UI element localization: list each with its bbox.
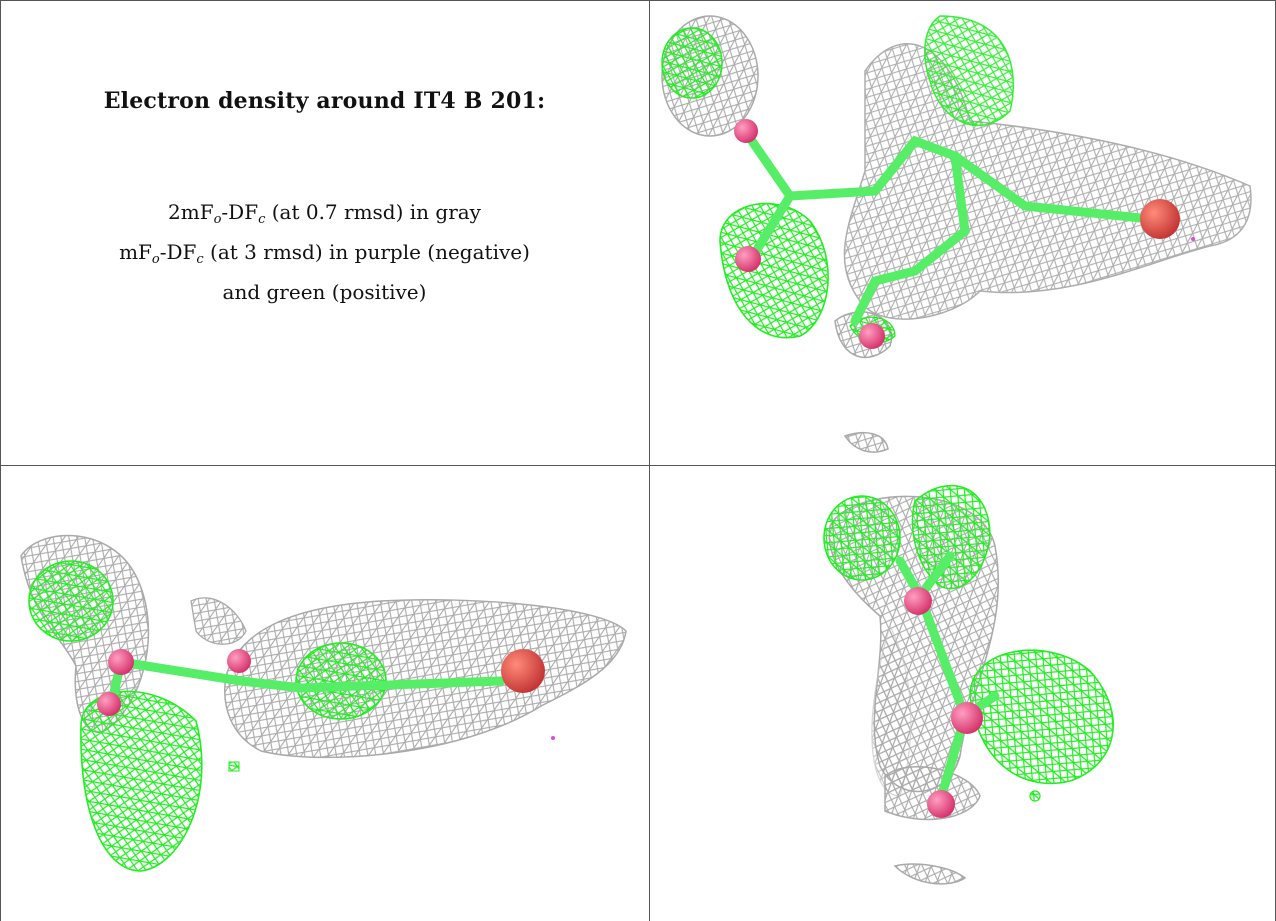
- density-panel-side-view: [1, 466, 649, 921]
- caption-line-fo-fc: mFo-DFc (at 3 rmsd) in purple (negative): [119, 240, 530, 267]
- atoms: [734, 119, 1195, 349]
- border-left: [0, 0, 1, 921]
- atoms: [904, 587, 983, 818]
- caption-line-green: and green (positive): [222, 280, 427, 304]
- green-mesh-positive: [823, 484, 1114, 802]
- border-middle-horizontal: [0, 465, 1276, 466]
- border-middle-vertical: [649, 0, 650, 921]
- caption-cell: Electron density around IT4 B 201: 2mFo-…: [0, 0, 649, 465]
- atoms: [97, 649, 555, 740]
- caption-title: Electron density around IT4 B 201:: [103, 88, 546, 114]
- green-mesh-positive: [28, 560, 387, 872]
- caption-lines: 2mFo-DFc (at 0.7 rmsd) in gray mFo-DFc (…: [0, 196, 649, 309]
- border-top: [0, 0, 1276, 1]
- caption-line-2fo-fc: 2mFo-DFc (at 0.7 rmsd) in gray: [168, 200, 481, 227]
- density-panel-front-view: [650, 1, 1275, 465]
- density-panel-top-view: [650, 466, 1275, 921]
